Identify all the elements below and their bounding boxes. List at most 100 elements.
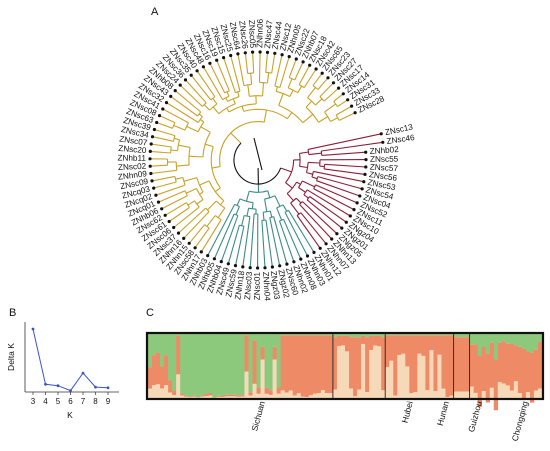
tree-tip-dot [363,172,367,176]
structure-bar-peach [469,386,474,398]
tree-leaf-label: ZNsc03 [243,271,254,300]
tree-branch [174,90,202,113]
tree-branch [219,200,225,206]
structure-bar-orange [160,366,165,389]
structure-bar-green [449,334,454,336]
tree-branch [173,124,186,131]
tree-branch [306,172,313,175]
structure-bar-green [316,334,322,336]
tree-tip-dot [287,55,291,59]
structure-bar-orange [425,335,430,391]
tree-branch-arc [205,207,210,212]
structure-bar-green [168,334,173,381]
tree-branch [315,184,358,204]
tree-branch [207,204,236,256]
structure-bar-peach [152,385,157,398]
structure-bar-green [280,334,285,336]
tree-branch [262,212,265,221]
tree-branch [178,207,207,234]
tree-branch-arc [204,224,210,229]
tree-branch [161,195,188,210]
structure-bar-orange [284,335,290,393]
tree-branch-arc [335,114,340,121]
tree-branch-arc [202,102,207,107]
tree-branch [324,168,366,175]
structure-bar-orange [244,335,249,372]
structure-bar-green [469,334,474,345]
structure-bar-green [184,334,189,396]
tree-tip-dot [320,71,324,75]
tree-tip-dot [265,50,270,55]
structure-bar-orange [409,335,414,394]
structure-bar-peach [300,396,306,398]
tree-branch [307,133,382,150]
tree-branch [155,184,186,196]
structure-bar-green [521,334,527,349]
structure-bar-orange [272,346,277,360]
structure-bar-orange [148,367,153,389]
structure-bar-orange [320,335,326,391]
structure-bar-green [312,334,318,336]
structure-bar-orange [505,343,511,386]
structure-bar-peach [461,391,466,398]
structure-bar-orange [152,355,157,386]
structure-bar-peach [192,396,197,398]
tree-leaf-label: ZNhn04 [261,271,272,301]
structure-bar-peach [393,395,398,398]
tree-leaf-label: ZNsc46 [386,133,416,146]
tree-branch [183,177,198,182]
structure-bar-orange [429,335,434,351]
tree-branch [234,226,245,266]
structure-bar-green [172,334,177,391]
tree-tip-dot [270,265,274,269]
structure-bar-peach [288,390,294,398]
structure-bar-green [389,334,394,336]
tree-branch [203,104,210,111]
tree-branch [290,202,300,215]
structure-bar-green [429,334,434,336]
delta-k-point [44,382,47,386]
structure-bar-orange [445,335,450,397]
structure-bar-peach [357,389,362,398]
structure-bar-green [513,334,519,346]
tree-branch-arc [233,142,282,185]
tree-branch [209,63,226,94]
structure-bar-orange [385,335,390,368]
structure-region-label: Guizhou [466,400,484,433]
tree-branch [283,219,302,260]
tree-branch [232,98,236,105]
tree-tip-dot [189,73,193,77]
tree-branch-arc [197,121,205,133]
panel-label-c: C [146,307,154,319]
tree-branch [166,102,199,123]
tree-tip-dot [294,57,298,61]
structure-bar-orange [276,387,281,394]
structure-bar-green [212,334,217,398]
tree-branch [276,207,283,221]
structure-bar-orange [433,335,438,392]
tree-tip-dot [154,193,158,197]
tree-branch [187,200,195,206]
tree-leaf-label: ZNsc47 [263,19,274,48]
structure-bar-peach [441,388,446,398]
structure-bar-orange [349,337,354,389]
tree-branch [178,144,191,148]
tree-tip-dot [241,265,245,269]
structure-bar-green [148,334,153,368]
tree-tip-dot [364,158,368,162]
tree-tip-dot [263,266,267,270]
tree-leaf-label: ZNsc55 [370,155,399,164]
structure-bar-orange [453,337,458,392]
tree-branch [265,219,273,268]
delta-k-x-tick-label: 9 [106,397,111,406]
tree-leaf-label: ZNhb02 [369,145,399,156]
structure-region-label: Chongqing [510,400,530,443]
tree-branch [154,128,176,137]
structure-bar-peach [445,397,450,398]
structure-bar-green [268,334,273,391]
tree-tip-dot [163,213,167,217]
tree-leaf-label: ZNsc07 [119,134,149,147]
tree-branch [299,165,308,169]
tree-branch [263,109,267,123]
